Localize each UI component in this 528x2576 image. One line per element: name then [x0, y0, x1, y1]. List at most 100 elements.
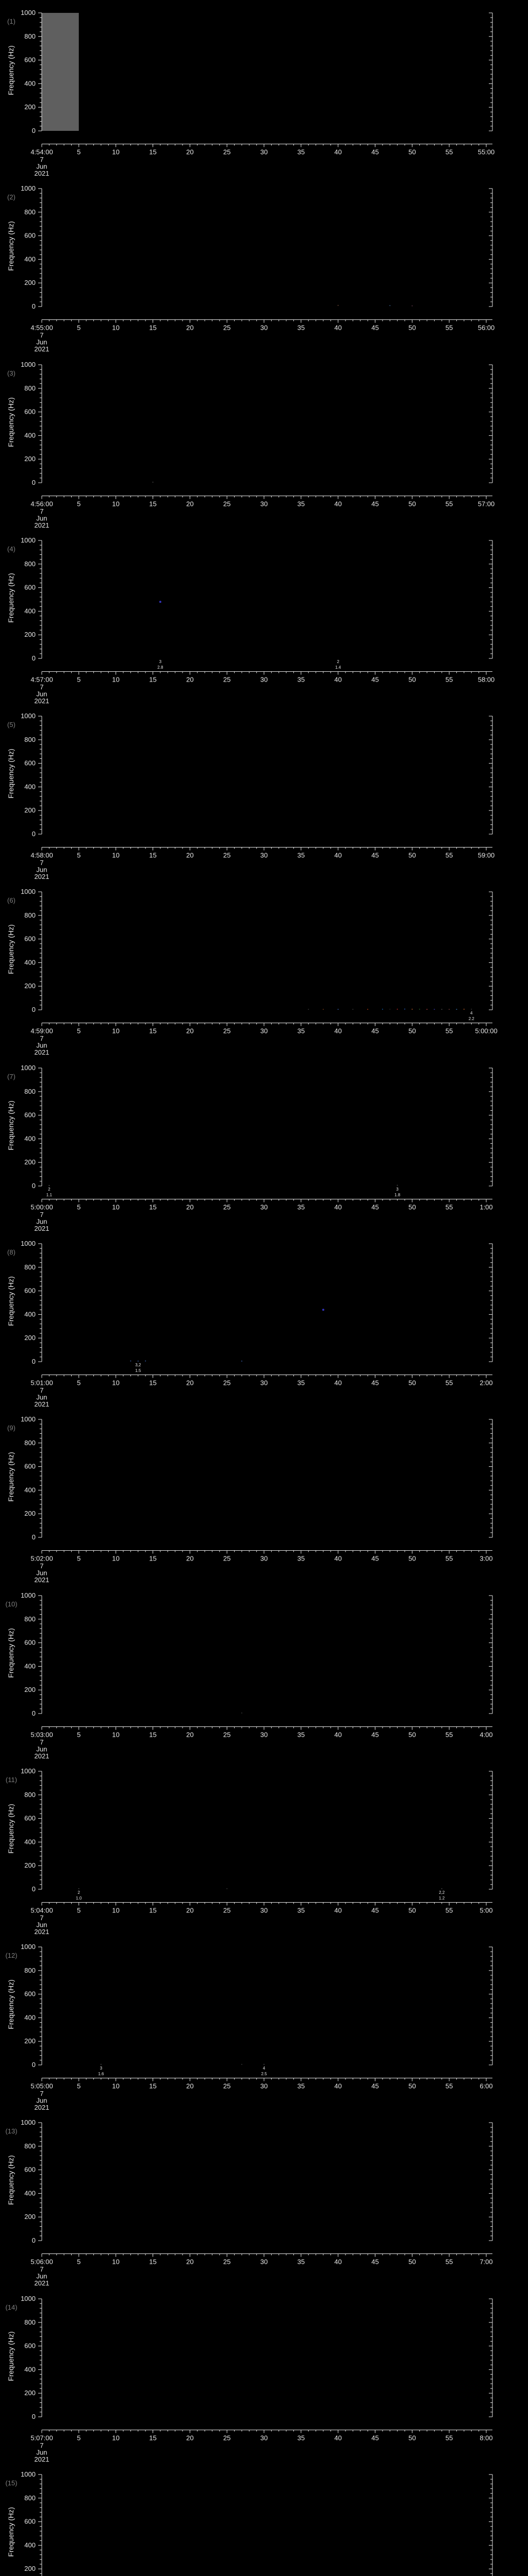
svg-text:2021: 2021	[35, 521, 50, 528]
svg-text:800: 800	[24, 1087, 36, 1095]
svg-text:35: 35	[298, 1906, 305, 1914]
svg-text:50: 50	[408, 1027, 416, 1035]
svg-text:5:01:00: 5:01:00	[30, 1379, 53, 1386]
svg-text:800: 800	[24, 32, 36, 40]
svg-text:0: 0	[32, 1182, 36, 1190]
svg-text:(8): (8)	[7, 1248, 15, 1256]
svg-text:50: 50	[408, 1379, 416, 1386]
svg-text:50: 50	[408, 324, 416, 332]
svg-text:Frequency (Hz): Frequency (Hz)	[7, 749, 15, 798]
svg-text:35: 35	[298, 500, 305, 507]
svg-text:0: 0	[32, 2061, 36, 2069]
svg-text:1.0: 1.0	[76, 1896, 82, 1901]
svg-text:10: 10	[112, 675, 119, 683]
svg-text:600: 600	[24, 1990, 36, 1998]
svg-text:800: 800	[24, 384, 36, 392]
svg-text:30: 30	[260, 1555, 268, 1563]
svg-text:35: 35	[298, 1555, 305, 1563]
svg-text:40: 40	[334, 500, 341, 507]
svg-text:58:00: 58:00	[478, 675, 495, 683]
svg-text:50: 50	[408, 1731, 416, 1738]
svg-text:15: 15	[149, 1379, 156, 1386]
svg-text:5: 5	[77, 1906, 80, 1914]
svg-text:15: 15	[149, 1906, 156, 1914]
svg-text:800: 800	[24, 208, 36, 216]
svg-text:1000: 1000	[21, 712, 36, 720]
svg-text:0: 0	[32, 2413, 36, 2420]
svg-text:200: 200	[24, 1158, 36, 1166]
svg-text:0: 0	[32, 1006, 36, 1013]
svg-text:Frequency (Hz): Frequency (Hz)	[7, 1979, 15, 2029]
svg-text:1000: 1000	[21, 2470, 36, 2478]
svg-text:800: 800	[24, 2494, 36, 2502]
svg-text:2: 2	[337, 659, 339, 664]
svg-text:25: 25	[223, 675, 230, 683]
svg-text:(3): (3)	[7, 369, 15, 377]
svg-text:25: 25	[223, 852, 230, 859]
svg-text:600: 600	[24, 2166, 36, 2174]
svg-text:1000: 1000	[21, 536, 36, 544]
svg-text:5: 5	[77, 2434, 80, 2442]
svg-text:25: 25	[223, 2258, 230, 2266]
svg-text:800: 800	[24, 1791, 36, 1799]
svg-text:30: 30	[260, 2082, 268, 2090]
svg-text:0: 0	[32, 1358, 36, 1365]
svg-text:200: 200	[24, 631, 36, 638]
svg-text:200: 200	[24, 982, 36, 990]
svg-text:50: 50	[408, 1906, 416, 1914]
svg-text:Frequency (Hz): Frequency (Hz)	[7, 2331, 15, 2381]
svg-text:400: 400	[24, 607, 36, 615]
svg-text:2: 2	[78, 1890, 80, 1895]
svg-text:45: 45	[371, 1027, 378, 1035]
svg-text:1.2: 1.2	[439, 1896, 445, 1901]
svg-text:600: 600	[24, 583, 36, 591]
svg-text:1000: 1000	[21, 2119, 36, 2126]
svg-text:50: 50	[408, 852, 416, 859]
svg-text:35: 35	[298, 675, 305, 683]
svg-text:30: 30	[260, 324, 268, 332]
svg-text:0: 0	[32, 1709, 36, 1717]
svg-text:40: 40	[334, 1203, 341, 1211]
svg-text:1000: 1000	[21, 1943, 36, 1951]
svg-text:55:00: 55:00	[478, 148, 495, 156]
svg-text:45: 45	[371, 2258, 378, 2266]
svg-text:200: 200	[24, 1861, 36, 1869]
svg-text:5: 5	[77, 324, 80, 332]
svg-text:0: 0	[32, 479, 36, 486]
svg-text:1.6: 1.6	[98, 2072, 104, 2076]
svg-text:40: 40	[334, 2434, 341, 2442]
svg-text:400: 400	[24, 1134, 36, 1142]
svg-text:2021: 2021	[35, 1576, 50, 1582]
svg-text:45: 45	[371, 2434, 378, 2442]
svg-text:35: 35	[298, 2258, 305, 2266]
svg-text:40: 40	[334, 1555, 341, 1563]
svg-text:30: 30	[260, 500, 268, 507]
svg-text:2.2: 2.2	[469, 1016, 475, 1021]
svg-text:35: 35	[298, 1379, 305, 1386]
svg-text:25: 25	[223, 324, 230, 332]
svg-text:1000: 1000	[21, 9, 36, 16]
svg-text:600: 600	[24, 1463, 36, 1470]
svg-text:5: 5	[77, 1203, 80, 1211]
svg-text:25: 25	[223, 2082, 230, 2090]
svg-text:1000: 1000	[21, 184, 36, 192]
svg-text:20: 20	[186, 852, 193, 859]
svg-text:35: 35	[298, 1731, 305, 1738]
svg-text:1:00: 1:00	[480, 1203, 492, 1211]
svg-text:35: 35	[298, 148, 305, 156]
svg-text:15: 15	[149, 852, 156, 859]
svg-text:5: 5	[77, 852, 80, 859]
svg-text:40: 40	[334, 1906, 341, 1914]
svg-text:35: 35	[298, 324, 305, 332]
svg-text:(11): (11)	[6, 1776, 17, 1784]
svg-text:40: 40	[334, 2082, 341, 2090]
svg-text:4:54:00: 4:54:00	[30, 148, 53, 156]
svg-text:40: 40	[334, 324, 341, 332]
svg-text:10: 10	[112, 324, 119, 332]
svg-text:55: 55	[446, 675, 453, 683]
svg-text:30: 30	[260, 1906, 268, 1914]
svg-text:55: 55	[446, 324, 453, 332]
svg-text:35: 35	[298, 2082, 305, 2090]
svg-text:40: 40	[334, 675, 341, 683]
svg-text:35: 35	[298, 1027, 305, 1035]
